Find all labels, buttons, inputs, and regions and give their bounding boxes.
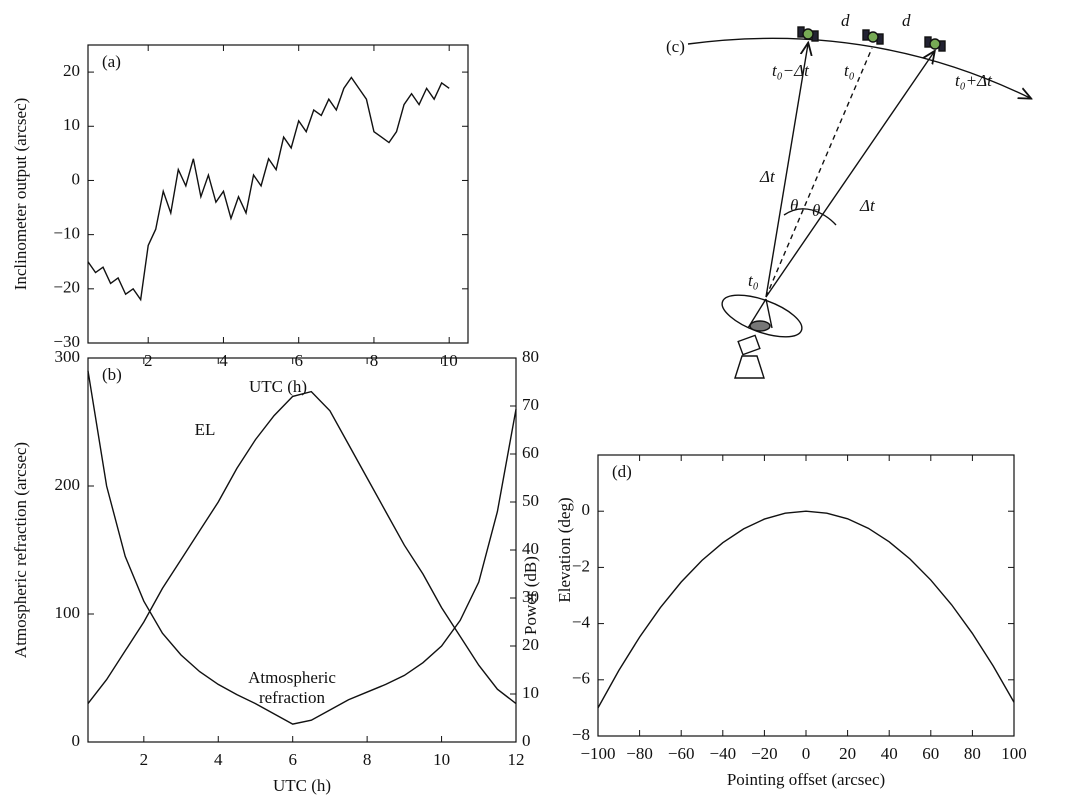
x-tick-label: 2 — [144, 351, 153, 370]
angle-label: θ — [812, 201, 820, 220]
panel-label: (a) — [102, 52, 121, 71]
angle-arc — [783, 208, 813, 216]
y-tick-label: −8 — [572, 725, 590, 744]
satellite — [924, 36, 946, 52]
time-label: t₀−Δt — [772, 61, 810, 80]
x-tick-label: 4 — [219, 351, 228, 370]
x-tick-label: 8 — [370, 351, 379, 370]
y-axis-title: Atmospheric refraction (arcsec) — [11, 442, 30, 658]
y2-tick-label: 70 — [522, 395, 539, 414]
x-axis-title: Pointing offset (arcsec) — [727, 770, 885, 789]
x-tick-label: 10 — [441, 351, 458, 370]
series-line — [597, 510, 1015, 709]
distance-label: d — [902, 11, 911, 30]
x-tick-label: 20 — [839, 744, 856, 763]
y-tick-label: −2 — [572, 556, 590, 575]
y-tick-label: −20 — [53, 278, 80, 297]
panel-label: (d) — [612, 462, 632, 481]
y-tick-label: 10 — [63, 115, 80, 134]
series-line — [87, 370, 517, 725]
x-tick-label: −80 — [626, 744, 653, 763]
angle-arc — [811, 209, 837, 226]
orbit — [687, 37, 1030, 98]
x-tick-label: 100 — [1001, 744, 1027, 763]
delay-label: Δt — [759, 167, 776, 186]
time-label: t₀+Δt — [955, 71, 993, 90]
x-tick-label: −100 — [580, 744, 615, 763]
time-label: t₀ — [844, 61, 855, 80]
x-tick-label: 80 — [964, 744, 981, 763]
antenna — [721, 294, 803, 379]
y-tick-label: −6 — [572, 669, 590, 688]
y2-axis-title: Elevation (deg) — [555, 497, 574, 602]
y-tick-label: 100 — [55, 603, 81, 622]
x-axis-title: UTC (h) — [273, 776, 331, 795]
delay-label: Δt — [859, 196, 876, 215]
panel-label: (c) — [666, 37, 685, 56]
x-tick-label: 40 — [881, 744, 898, 763]
x-tick-label: 8 — [363, 750, 372, 769]
x-tick-label: 10 — [433, 750, 450, 769]
x-tick-label: 60 — [922, 744, 939, 763]
x-tick-label: −20 — [751, 744, 778, 763]
distance-label: d — [841, 11, 850, 30]
y-tick-label: 0 — [72, 169, 81, 188]
series-label: Atmospheric refraction — [248, 668, 336, 707]
time-label: t₀ — [748, 271, 759, 290]
angle-label: θ — [790, 196, 798, 215]
x-tick-label: 12 — [508, 750, 525, 769]
x-tick-label: 0 — [802, 744, 811, 763]
y2-tick-label: 30 — [522, 587, 539, 606]
diagram — [687, 26, 1030, 379]
satellite — [797, 26, 819, 42]
panel-label: (b) — [102, 365, 122, 384]
y-tick-label: −30 — [53, 332, 80, 351]
y2-tick-label: 60 — [522, 443, 539, 462]
satellite — [862, 29, 884, 45]
y2-tick-label: 10 — [522, 683, 539, 702]
x-tick-label: 2 — [140, 750, 149, 769]
x-tick-label: 4 — [214, 750, 223, 769]
series-label: EL — [194, 420, 216, 439]
x-tick-label: −60 — [668, 744, 695, 763]
plot-frame — [87, 44, 469, 344]
x-tick-label: 6 — [288, 750, 297, 769]
y-tick-label: −4 — [572, 613, 591, 632]
y-axis-title: Power (dB) — [521, 556, 540, 635]
x-tick-label: −40 — [710, 744, 737, 763]
y-tick-label: 0 — [72, 731, 81, 750]
y2-tick-label: 20 — [522, 635, 539, 654]
x-tick-label: 6 — [294, 351, 303, 370]
x-axis-title: UTC (h) — [249, 377, 307, 396]
y-tick-label: 300 — [55, 347, 81, 366]
y-tick-label: 20 — [63, 61, 80, 80]
series-line — [87, 76, 450, 302]
ray — [765, 47, 873, 298]
ray — [765, 52, 934, 298]
ray — [765, 44, 808, 298]
y-axis-title: Inclinometer output (arcsec) — [11, 98, 30, 291]
y-tick-label: 200 — [55, 475, 81, 494]
y-tick-label: 0 — [582, 500, 591, 519]
y2-tick-label: 50 — [522, 491, 539, 510]
y2-tick-label: 80 — [522, 347, 539, 366]
y2-tick-label: 40 — [522, 539, 539, 558]
y2-tick-label: 0 — [522, 731, 531, 750]
plot-frame — [597, 454, 1015, 737]
series-line — [87, 390, 517, 705]
y-tick-label: −10 — [53, 224, 80, 243]
